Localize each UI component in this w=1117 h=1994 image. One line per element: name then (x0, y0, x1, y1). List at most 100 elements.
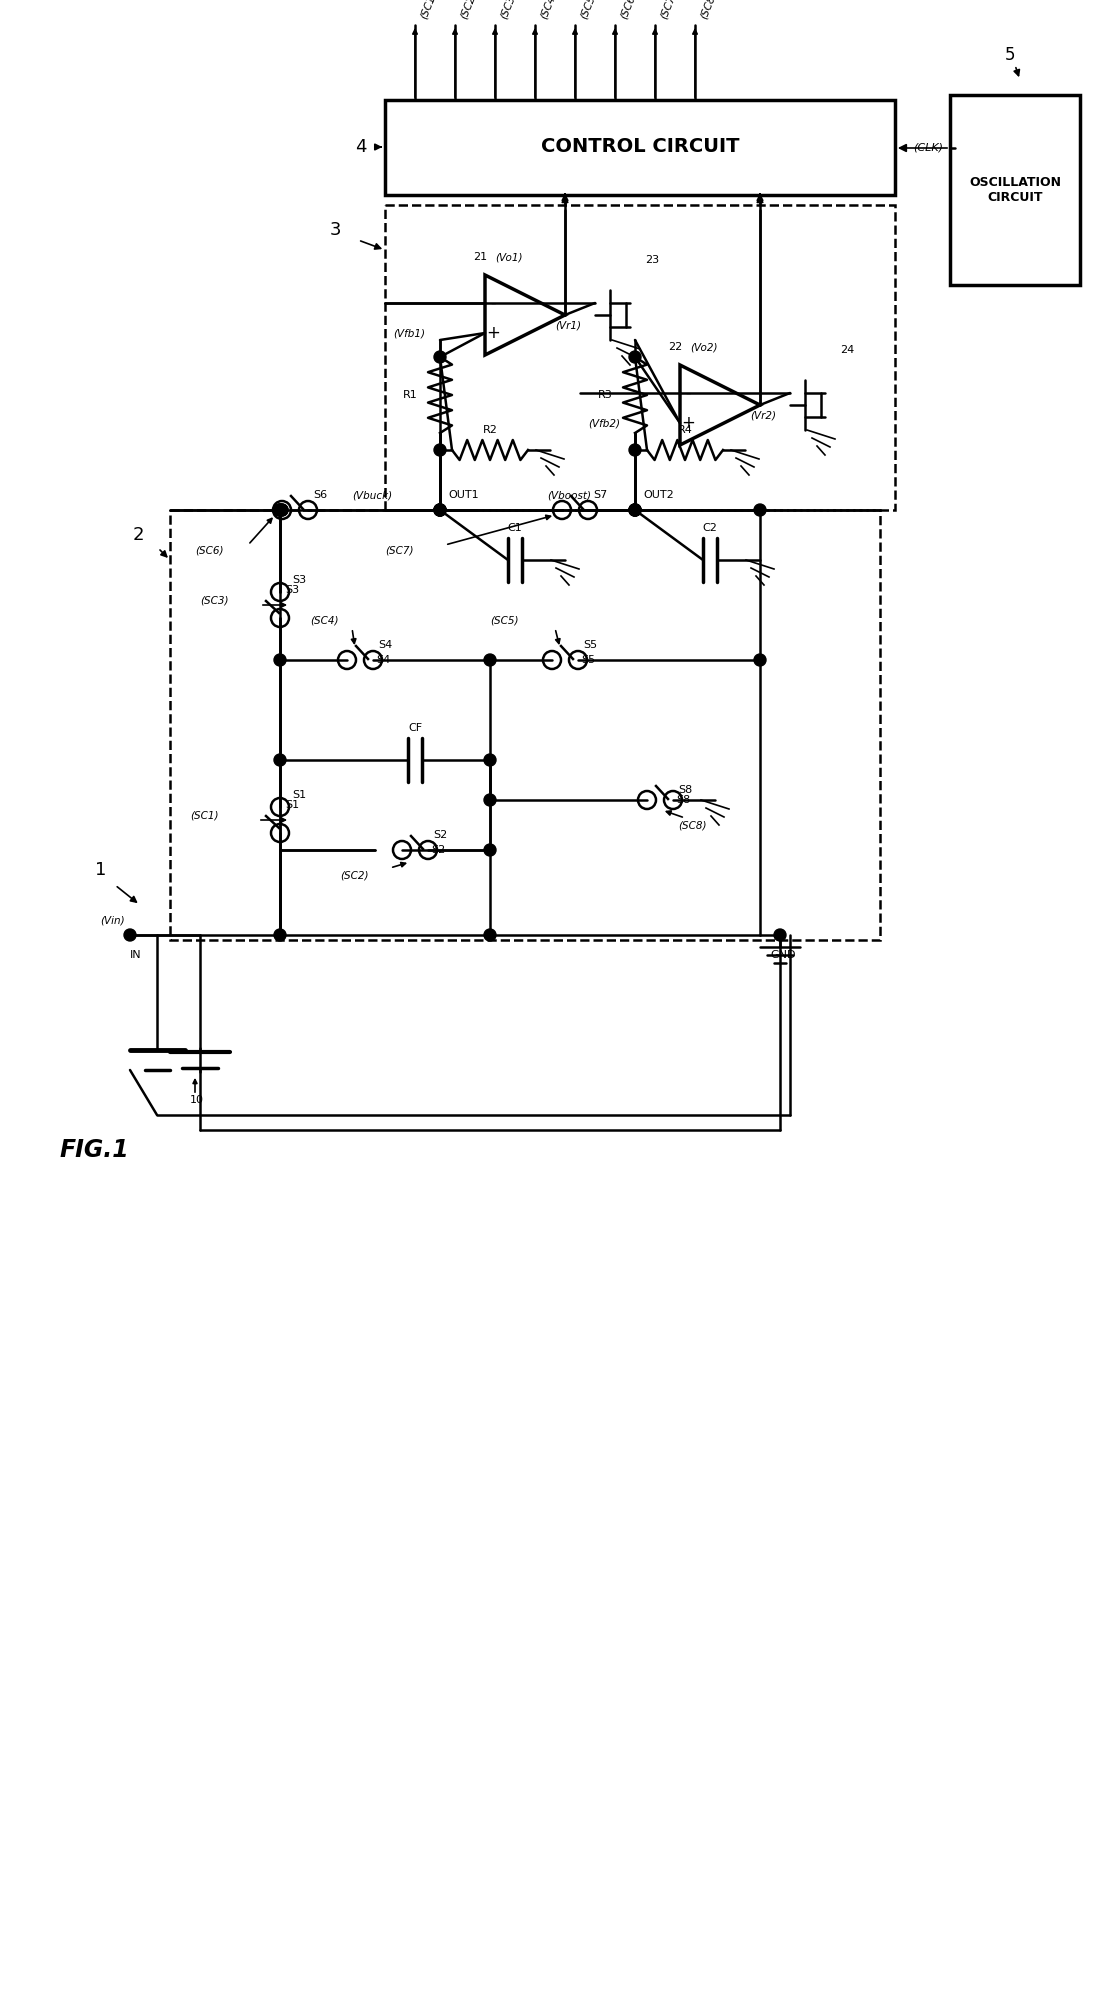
Text: (SC8): (SC8) (678, 820, 706, 830)
Text: 4: 4 (355, 138, 366, 156)
Circle shape (435, 504, 446, 516)
Circle shape (435, 504, 446, 516)
Bar (385, 100, 895, 195)
Text: (SC1): (SC1) (418, 0, 438, 20)
Text: (CLK): (CLK) (913, 144, 943, 154)
Bar (385, 205, 895, 510)
Text: (SC4): (SC4) (538, 0, 558, 20)
Text: R4: R4 (678, 425, 693, 435)
Text: (SC1): (SC1) (190, 810, 219, 820)
Circle shape (435, 445, 446, 457)
Text: 1: 1 (95, 861, 106, 879)
Circle shape (754, 654, 766, 666)
Text: (SC6): (SC6) (618, 0, 638, 20)
Text: CONTROL CIRCUIT: CONTROL CIRCUIT (541, 138, 739, 156)
Text: (Vbuck): (Vbuck) (352, 491, 392, 500)
Text: R2: R2 (483, 425, 497, 435)
Text: -: - (490, 295, 496, 311)
Text: (SC5): (SC5) (577, 0, 598, 20)
Text: (SC5): (SC5) (490, 614, 518, 624)
Text: (Vboost): (Vboost) (547, 491, 591, 500)
Text: OSCILLATION
CIRCUIT: OSCILLATION CIRCUIT (970, 175, 1061, 203)
Circle shape (774, 929, 786, 941)
Text: (Vfb1): (Vfb1) (393, 327, 424, 339)
Circle shape (435, 351, 446, 363)
Text: +: + (486, 323, 500, 343)
Circle shape (629, 351, 641, 363)
Text: 22: 22 (668, 343, 682, 353)
Text: (Vo1): (Vo1) (495, 251, 523, 261)
Text: (Vfb2): (Vfb2) (588, 419, 620, 429)
Circle shape (124, 929, 136, 941)
Bar (949, 96, 1080, 285)
Circle shape (484, 754, 496, 766)
Circle shape (484, 843, 496, 855)
Text: (Vin): (Vin) (101, 915, 125, 925)
Text: S2: S2 (433, 830, 447, 839)
Text: S3: S3 (285, 584, 299, 594)
Text: (SC2): (SC2) (340, 869, 369, 879)
Text: S1: S1 (285, 800, 299, 810)
Text: (SC3): (SC3) (200, 594, 229, 604)
Circle shape (274, 504, 286, 516)
Text: +: + (681, 415, 695, 433)
Circle shape (435, 504, 446, 516)
Text: S1: S1 (292, 790, 306, 800)
Circle shape (629, 504, 641, 516)
Circle shape (629, 504, 641, 516)
Text: 24: 24 (840, 345, 855, 355)
Circle shape (484, 929, 496, 941)
Text: S6: S6 (313, 491, 327, 500)
Text: S5: S5 (581, 654, 595, 666)
Circle shape (276, 504, 288, 516)
Text: R3: R3 (598, 391, 612, 401)
Circle shape (276, 504, 288, 516)
Circle shape (629, 504, 641, 516)
Circle shape (754, 504, 766, 516)
Text: (SC7): (SC7) (658, 0, 678, 20)
Text: FIG.1: FIG.1 (60, 1139, 130, 1163)
Text: S4: S4 (378, 640, 392, 650)
Text: GND: GND (770, 949, 795, 959)
Text: (SC4): (SC4) (311, 614, 338, 624)
Text: (SC8): (SC8) (698, 0, 718, 20)
Text: 21: 21 (472, 251, 487, 261)
Text: CF: CF (408, 724, 422, 734)
Text: S7: S7 (593, 491, 608, 500)
Text: S3: S3 (292, 574, 306, 584)
Text: 3: 3 (330, 221, 342, 239)
Text: 2: 2 (133, 526, 144, 544)
Text: C1: C1 (507, 522, 523, 532)
Circle shape (435, 504, 446, 516)
Text: OUT2: OUT2 (643, 491, 674, 500)
Text: (Vr1): (Vr1) (555, 319, 581, 329)
Text: (SC3): (SC3) (498, 0, 518, 20)
Circle shape (484, 794, 496, 806)
Circle shape (274, 504, 286, 516)
Text: (SC7): (SC7) (385, 544, 413, 554)
Text: (SC6): (SC6) (195, 544, 223, 554)
Text: C2: C2 (703, 522, 717, 532)
Circle shape (629, 445, 641, 457)
Text: 5: 5 (1005, 46, 1015, 64)
Circle shape (274, 504, 286, 516)
Text: R1: R1 (402, 391, 418, 401)
Circle shape (484, 654, 496, 666)
Circle shape (274, 754, 286, 766)
Text: S5: S5 (583, 640, 598, 650)
Bar (170, 510, 880, 939)
Text: S4: S4 (376, 654, 390, 666)
Text: -: - (685, 385, 690, 401)
Text: OUT1: OUT1 (448, 491, 478, 500)
Text: IN: IN (130, 949, 142, 959)
Circle shape (274, 929, 286, 941)
Text: 23: 23 (645, 255, 659, 265)
Text: (Vr2): (Vr2) (750, 411, 776, 421)
Text: (Vo2): (Vo2) (690, 343, 717, 353)
Text: S8: S8 (676, 796, 690, 806)
Text: (SC2): (SC2) (458, 0, 478, 20)
Circle shape (629, 504, 641, 516)
Text: S2: S2 (431, 845, 446, 855)
Text: 10: 10 (190, 1095, 204, 1105)
Text: S8: S8 (678, 786, 693, 796)
